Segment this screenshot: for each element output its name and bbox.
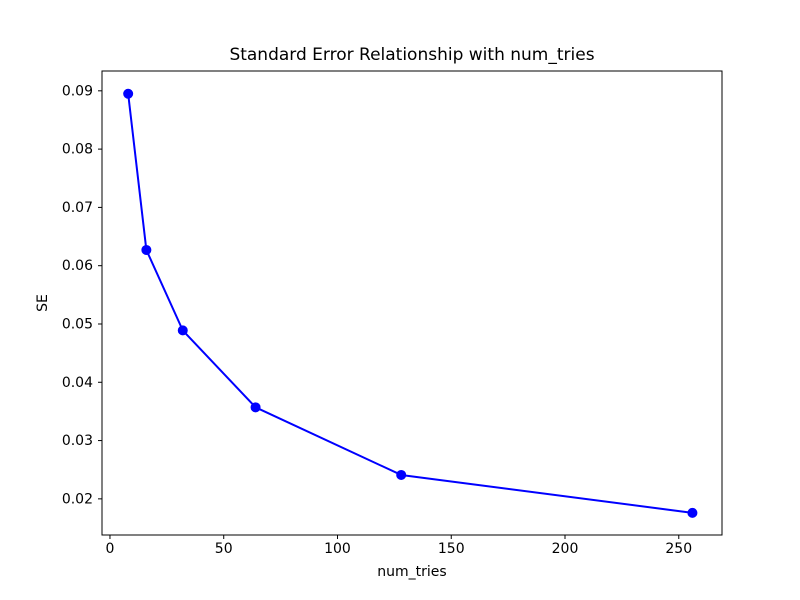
x-tick-label: 100 [324,541,351,557]
y-tick-label: 0.08 [62,142,93,158]
data-line [127,92,694,514]
x-tick-label: 150 [438,541,465,557]
y-tick-label: 0.09 [62,83,93,99]
y-tick-label: 0.07 [62,200,93,216]
data-point [396,469,407,480]
y-tick-label: 0.02 [62,491,93,507]
x-tick-label: 0 [106,541,115,557]
data-point [177,325,188,336]
plot-area-border [101,70,723,536]
x-tick-label: 50 [215,541,233,557]
x-tick-label: 250 [665,541,692,557]
data-point [123,88,134,99]
y-tick-label: 0.04 [62,375,93,391]
plot-layer: 0 50 100 150 200 250 0.02 0.03 0.04 0.05 0.06 0.07 0… [62,70,723,557]
y-tick-label: 0.06 [62,258,93,274]
data-point [250,402,261,413]
y-tick-label: 0.05 [62,316,93,332]
data-point [687,507,698,518]
x-tick-label: 200 [552,541,579,557]
chart-title: Standard Error Relationship with num_tri… [229,45,594,65]
y-tick-label: 0.03 [62,433,93,449]
x-axis-label: num_tries [377,564,446,580]
data-point [141,244,152,255]
y-axis-label: SE [35,294,51,312]
